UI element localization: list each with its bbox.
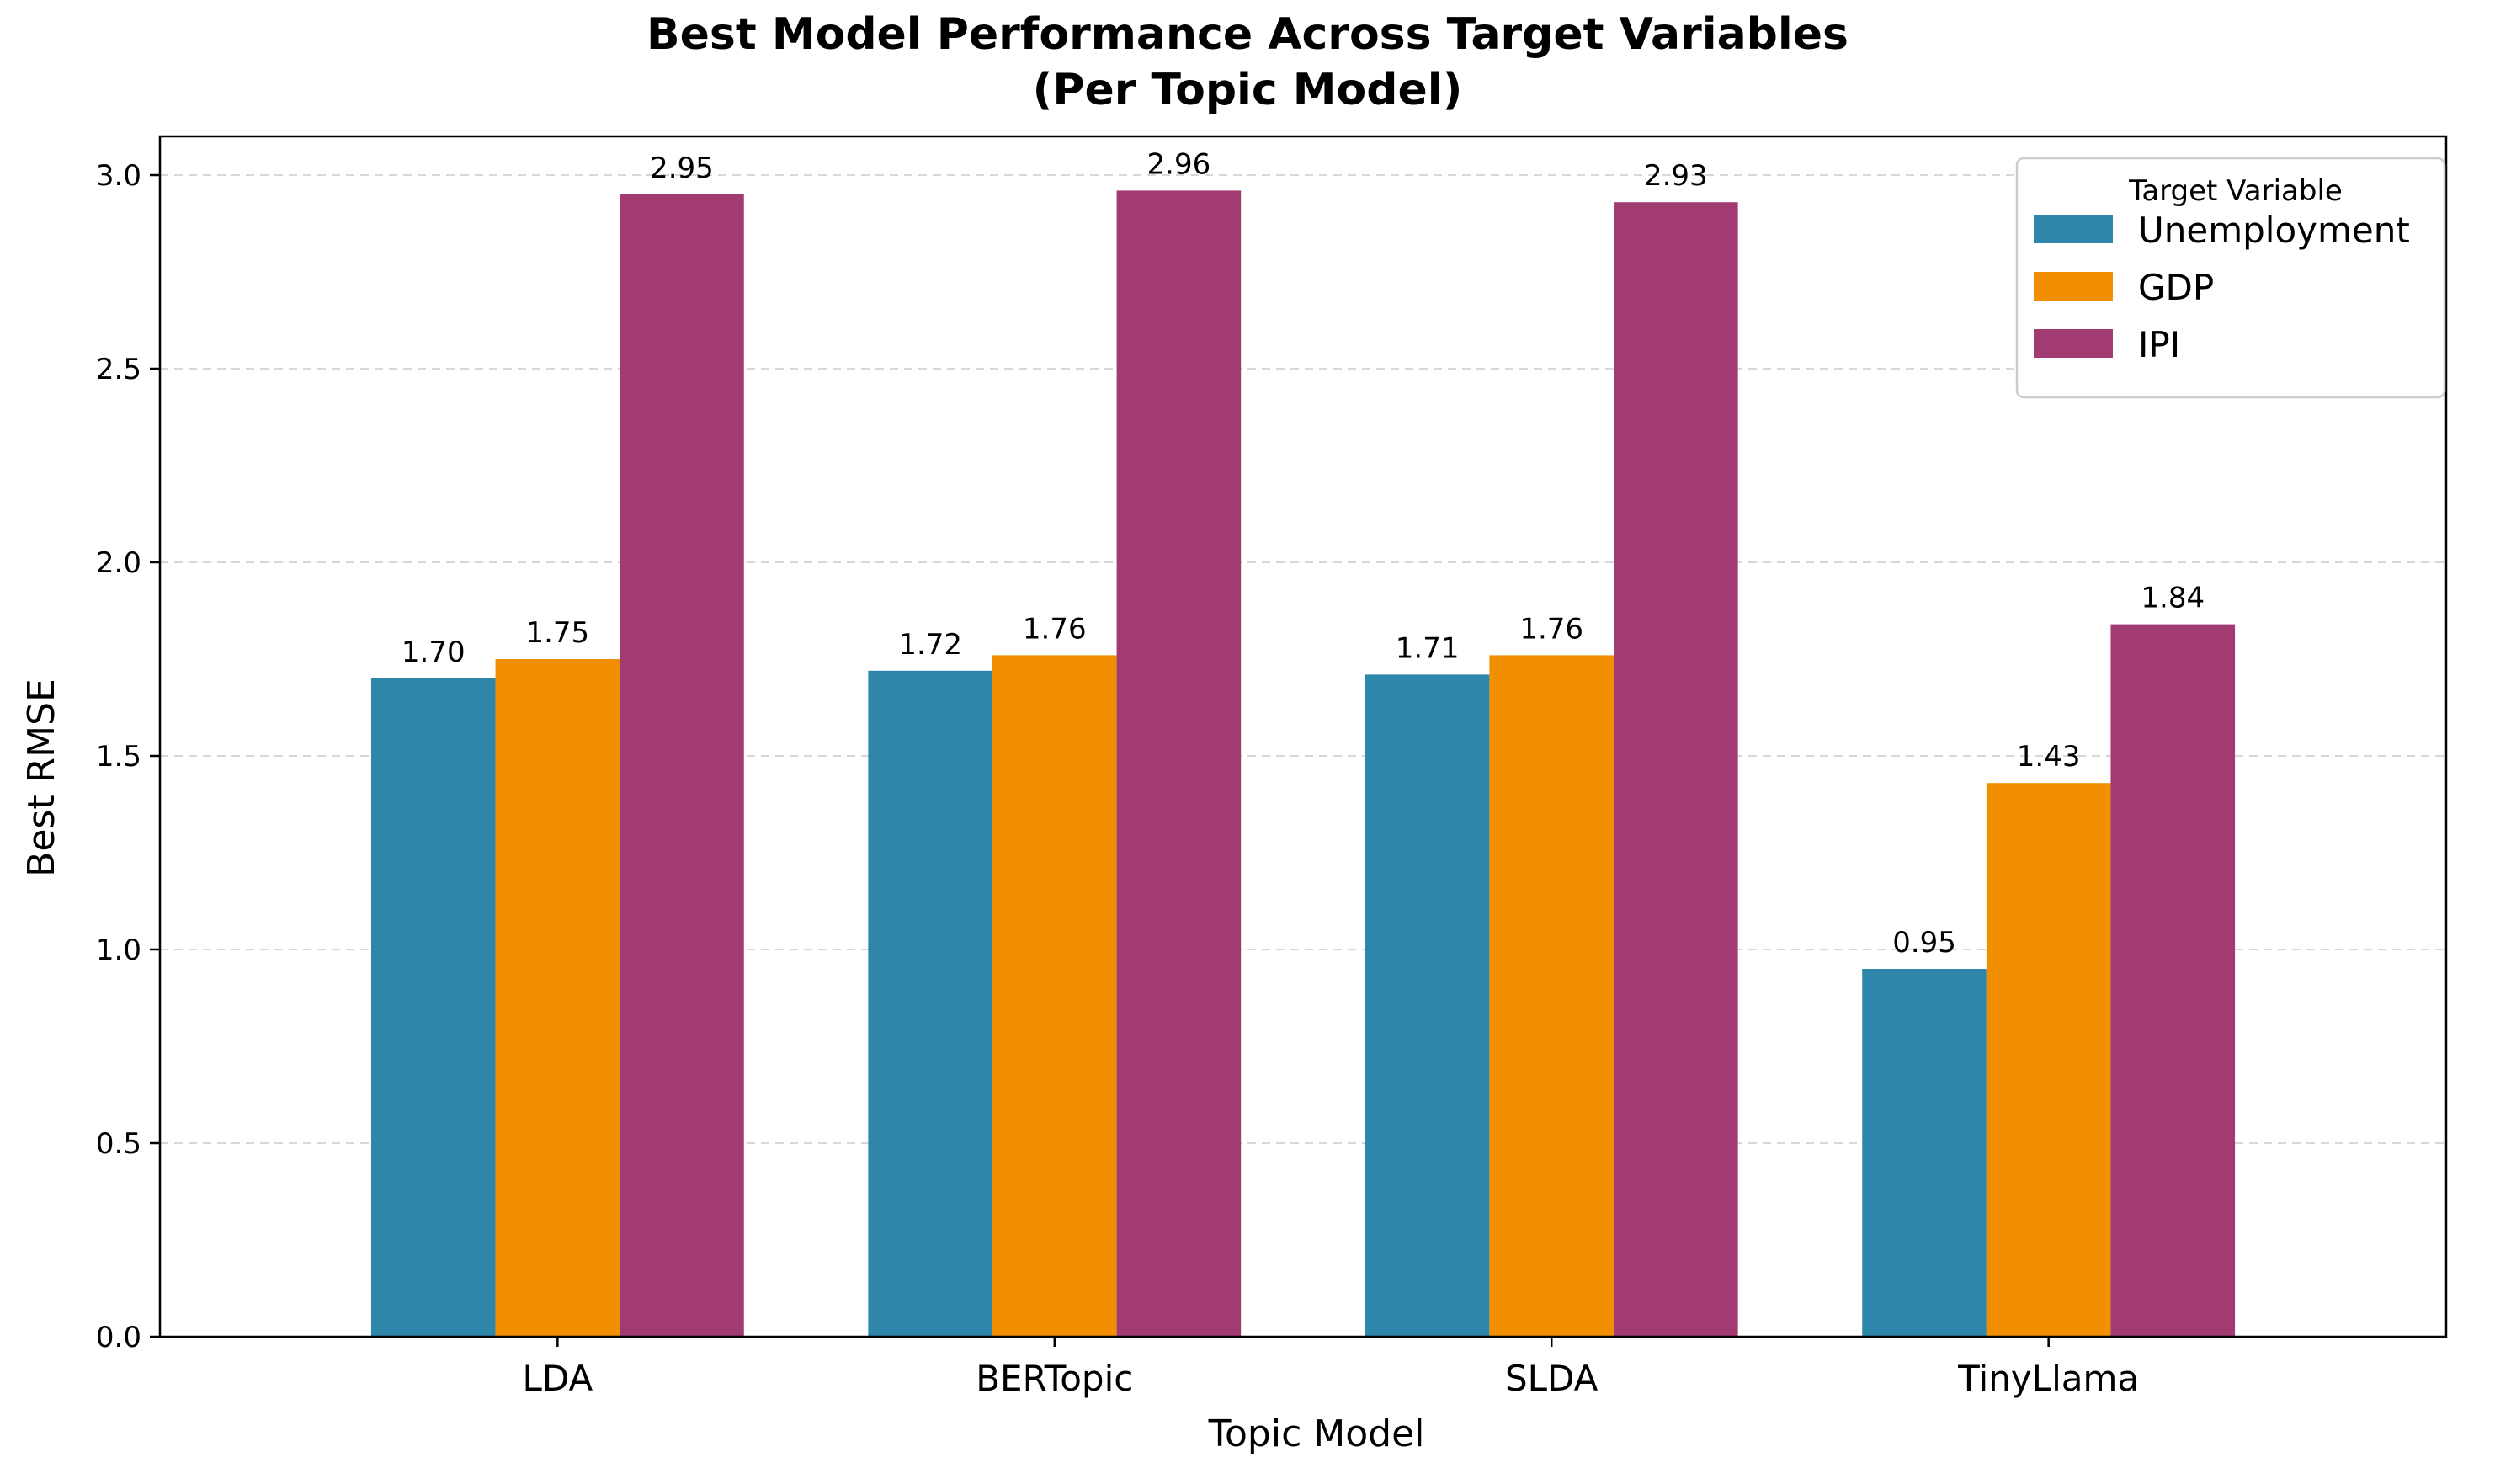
legend-swatch-gdp (2034, 272, 2113, 301)
legend-box (2015, 157, 2446, 399)
data-label: 2.95 (650, 152, 714, 185)
data-label: 2.93 (1644, 159, 1708, 193)
y-tick-label: 3.0 (96, 159, 141, 193)
bar-gdp-lda (495, 659, 620, 1337)
x-tick-label: TinyLlama (1957, 1358, 2139, 1399)
legend-entry-ipi: IPI (2138, 324, 2180, 365)
y-tick-label: 0.0 (96, 1321, 141, 1354)
data-label: 0.95 (1892, 926, 1956, 960)
data-label: 1.70 (402, 636, 465, 669)
x-tick-label: SLDA (1505, 1358, 1599, 1399)
bar-ipi-lda (620, 194, 744, 1337)
chart-subtitle: (Per Topic Model) (1033, 65, 1463, 115)
legend-swatch-unemployment (2034, 215, 2113, 243)
legend: Target Variable Unemployment GDP IPI (2015, 157, 2446, 399)
bar-unemployment-slda (1365, 674, 1490, 1337)
y-axis-label: Best RMSE (20, 678, 63, 877)
legend-entry-unemployment: Unemployment (2138, 210, 2410, 251)
x-axis: LDA BERTopic SLDA TinyLlama (522, 1337, 2139, 1399)
chart-title: Best Model Performance Across Target Var… (646, 9, 1849, 60)
data-label: 1.43 (2017, 740, 2081, 774)
bar-gdp-slda (1489, 655, 1615, 1337)
bar-ipi-slda (1614, 202, 1738, 1338)
x-tick-label: LDA (522, 1358, 593, 1399)
y-tick-label: 1.5 (96, 740, 141, 774)
data-label: 1.75 (525, 616, 589, 650)
y-tick-label: 1.0 (96, 933, 141, 967)
x-tick-label: BERTopic (976, 1358, 1133, 1399)
legend-title: Target Variable (2128, 174, 2343, 208)
bar-gdp-bertopic (992, 655, 1117, 1337)
y-tick-label: 0.5 (96, 1127, 141, 1161)
legend-entry-gdp: GDP (2138, 267, 2214, 308)
plot-frame (158, 135, 2448, 1338)
bar-ipi-bertopic (1116, 190, 1242, 1337)
bar-unemployment-lda (370, 678, 496, 1337)
data-label: 1.84 (2141, 582, 2205, 615)
bar-unemployment-tinyllama (1862, 969, 1987, 1337)
data-label: 1.76 (1023, 612, 1087, 646)
data-label: 2.96 (1147, 147, 1211, 181)
bar-gdp-tinyllama (1986, 783, 2111, 1337)
bar-ipi-tinyllama (2110, 624, 2236, 1337)
legend-swatch-ipi (2034, 329, 2113, 358)
data-label: 1.76 (1519, 612, 1583, 646)
y-tick-label: 2.0 (96, 546, 141, 580)
x-axis-label: Topic Model (1208, 1412, 1425, 1455)
y-tick-label: 2.5 (96, 353, 141, 386)
data-labels: 1.70 1.75 2.95 1.72 1.76 2.96 1.71 1.76 2.93 0.95… (402, 147, 2205, 960)
y-axis: 0.0 0.5 1.0 1.5 2.0 2.5 3.0 (96, 159, 160, 1354)
data-label: 1.71 (1396, 631, 1460, 665)
bar-unemployment-bertopic (868, 670, 992, 1337)
bars (370, 190, 2236, 1338)
data-label: 1.72 (898, 628, 962, 662)
